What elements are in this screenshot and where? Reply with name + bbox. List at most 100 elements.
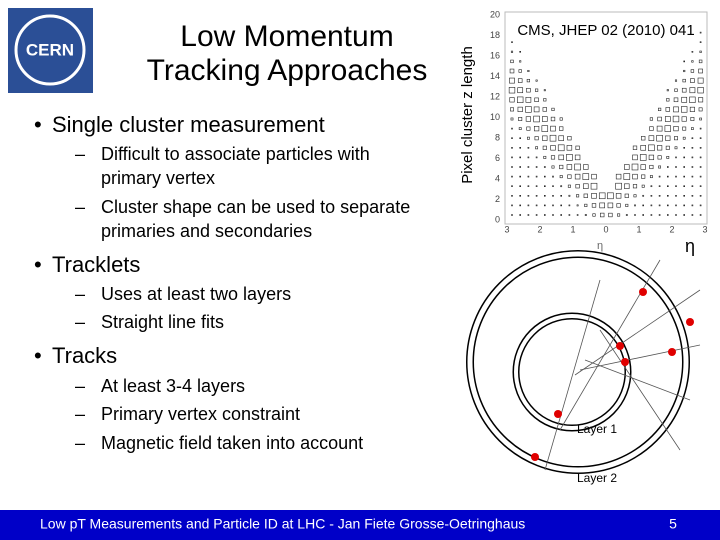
y-tick-label: 2 (495, 194, 500, 204)
cell (511, 41, 513, 44)
sub-bullet: Cluster shape can be used to separate (101, 197, 410, 217)
cell (631, 163, 639, 171)
cell (552, 195, 554, 197)
cell (648, 154, 655, 161)
cell (559, 126, 564, 131)
cell (511, 175, 513, 178)
cell (560, 214, 563, 216)
cell (568, 204, 571, 207)
cell (552, 204, 554, 207)
cell (675, 156, 677, 159)
cell (648, 144, 655, 152)
cell (672, 115, 680, 123)
footer-bar (0, 510, 720, 540)
cell (658, 107, 662, 111)
cell (519, 156, 522, 159)
track (544, 279, 601, 471)
cell (559, 164, 564, 170)
diagram-label: Layer 2 (577, 471, 617, 485)
cell (600, 212, 605, 218)
cell (658, 214, 661, 216)
cell (699, 175, 702, 178)
cell (625, 203, 629, 207)
sub-bullet: primary vertex (101, 168, 215, 188)
cell (641, 184, 645, 188)
cell (607, 192, 614, 200)
cell (697, 77, 704, 84)
cell (568, 194, 571, 197)
cell (567, 184, 571, 188)
cell (658, 175, 661, 178)
cell (599, 202, 605, 209)
cell (527, 185, 530, 187)
cell (690, 78, 695, 83)
x-label: η (597, 240, 603, 252)
cell (525, 96, 532, 103)
cell (535, 79, 538, 82)
y-tick-label: 6 (495, 153, 500, 163)
x-tick-label: 1 (570, 224, 575, 234)
bullet: Single cluster measurement (52, 112, 325, 137)
cell (608, 212, 613, 218)
cell (510, 117, 514, 121)
cell (527, 204, 530, 207)
cell (650, 185, 653, 188)
title: Low Momentum (180, 20, 393, 53)
cell (518, 127, 522, 130)
cell (699, 41, 702, 44)
cell (543, 166, 546, 168)
cell (510, 50, 514, 53)
sub-bullet: Difficult to associate particles with (101, 144, 370, 164)
cell (566, 164, 573, 170)
logo-ring (14, 14, 86, 86)
cell (650, 204, 653, 207)
cell (698, 59, 703, 64)
cell (567, 174, 572, 179)
cell (590, 182, 598, 190)
page-number: 5 (669, 516, 677, 532)
y-tick-label: 12 (490, 91, 500, 101)
cell (519, 166, 522, 168)
track (574, 289, 701, 376)
cell (674, 79, 678, 82)
cell (576, 214, 579, 216)
cell (550, 155, 556, 160)
cell (650, 195, 653, 197)
cell (615, 193, 622, 199)
cell (633, 194, 637, 198)
cell (533, 115, 540, 123)
y-tick-label: 20 (490, 9, 500, 19)
cell (574, 163, 581, 171)
cell (681, 96, 688, 103)
cell (510, 107, 514, 112)
cell (625, 214, 628, 216)
cell (509, 97, 515, 103)
cell (691, 195, 694, 197)
hit (668, 348, 676, 356)
cell (632, 184, 638, 189)
cell (525, 106, 532, 113)
cell (666, 175, 669, 178)
cell (682, 78, 686, 83)
diagram (466, 250, 701, 474)
cell (691, 204, 694, 207)
cell (511, 214, 513, 216)
y-tick-label: 16 (490, 50, 500, 60)
cell (657, 116, 662, 122)
cell (674, 146, 678, 150)
cell (698, 107, 703, 112)
cell (552, 185, 554, 187)
cell (682, 126, 687, 131)
cell (542, 116, 548, 122)
cell (543, 98, 547, 102)
cell (665, 145, 670, 150)
cell (598, 192, 606, 200)
cell (683, 185, 686, 187)
cell (689, 106, 695, 112)
dash: – (75, 312, 85, 332)
cell (683, 69, 686, 73)
cell (658, 204, 661, 207)
cell (664, 125, 671, 132)
cell (683, 147, 686, 149)
